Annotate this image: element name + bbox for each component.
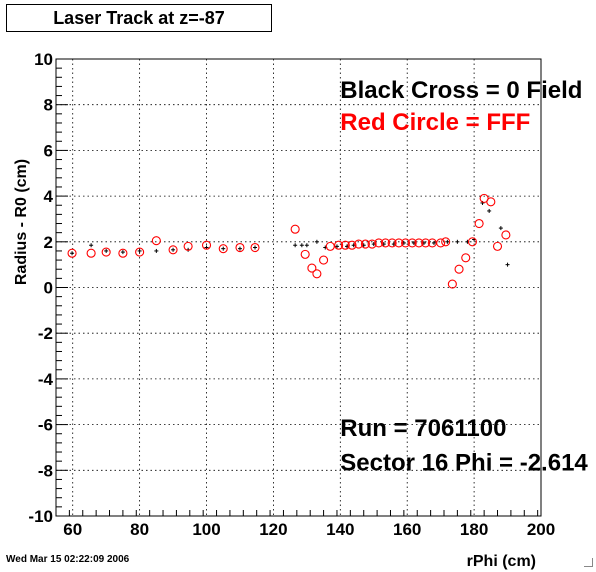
data-markers bbox=[67, 193, 511, 289]
red-circle-point bbox=[400, 238, 411, 248]
x-tick-label: 80 bbox=[130, 520, 149, 539]
y-tick-label: -2 bbox=[38, 324, 53, 343]
annotations: Black Cross = 0 Field Red Circle = FFF Run… bbox=[340, 77, 588, 476]
black-cross-point bbox=[505, 262, 510, 267]
x-tick-label: 200 bbox=[527, 520, 555, 539]
black-cross-point bbox=[334, 244, 339, 249]
red-circle-point bbox=[340, 240, 350, 250]
resize-corner-icon bbox=[584, 558, 593, 567]
black-cross-point bbox=[487, 208, 492, 213]
y-tick-label: 4 bbox=[44, 187, 54, 206]
red-circle-point bbox=[474, 218, 484, 229]
red-circle-point bbox=[467, 237, 477, 247]
red-circle-point bbox=[380, 238, 391, 248]
timestamp: Wed Mar 15 02:22:09 2006 bbox=[6, 554, 130, 565]
black-cross-point bbox=[237, 246, 242, 251]
red-circle-point bbox=[101, 247, 111, 257]
y-tick-label: 10 bbox=[34, 50, 53, 69]
red-circle-point bbox=[168, 245, 178, 255]
black-cross-point bbox=[304, 243, 309, 248]
annotation-text: Red Circle = FFF bbox=[340, 109, 530, 136]
x-axis-label: rPhi (cm) bbox=[467, 553, 536, 570]
black-cross-point bbox=[431, 240, 436, 245]
annotation-text: Black Cross = 0 Field bbox=[340, 77, 582, 104]
red-circle-point bbox=[300, 249, 310, 259]
red-circle-point bbox=[290, 224, 300, 234]
black-cross-point bbox=[253, 245, 258, 250]
red-circle-point bbox=[354, 239, 364, 249]
black-cross-point bbox=[314, 239, 319, 244]
red-circle-point bbox=[367, 239, 377, 249]
red-circle-point bbox=[235, 242, 245, 253]
annotation-text: Run = 7061100 bbox=[340, 415, 506, 442]
y-tick-label: 6 bbox=[44, 141, 53, 160]
x-tick-label: 100 bbox=[192, 520, 220, 539]
annotation-text: Sector 16 Phi = -2.614 bbox=[340, 449, 588, 476]
red-circle-point bbox=[312, 269, 322, 279]
black-cross-point bbox=[299, 243, 304, 248]
black-cross-point bbox=[293, 243, 298, 248]
black-cross-point bbox=[455, 239, 460, 244]
red-circle-point bbox=[394, 238, 404, 248]
red-circle-point bbox=[325, 241, 335, 251]
red-circle-point bbox=[319, 255, 329, 265]
red-circle-point bbox=[86, 248, 96, 258]
red-circle-point bbox=[347, 240, 357, 250]
chart-title: Laser Track at z=-87 bbox=[6, 4, 272, 32]
y-tick-label: 0 bbox=[44, 279, 53, 298]
black-cross-point bbox=[154, 248, 159, 253]
red-circle-point bbox=[307, 263, 317, 273]
black-cross-point bbox=[137, 248, 142, 253]
x-tick-label: 140 bbox=[326, 520, 354, 539]
x-tick-label: 160 bbox=[393, 520, 421, 539]
y-tick-label: -10 bbox=[28, 507, 53, 526]
red-circle-point bbox=[135, 247, 145, 257]
black-cross-point bbox=[445, 239, 450, 244]
black-cross-point bbox=[498, 226, 503, 231]
ticks bbox=[55, 58, 539, 517]
y-tick-label: 2 bbox=[44, 233, 53, 252]
x-tick-label: 60 bbox=[63, 520, 82, 539]
red-circle-point bbox=[151, 236, 161, 246]
red-circle-point bbox=[250, 242, 260, 253]
tick-labels: 60 80 100 120 140 160 180 200 -10 -8 -6 -4 -2 0 2 4 6 8 10 bbox=[28, 50, 555, 539]
y-tick-label: -4 bbox=[38, 370, 54, 389]
red-circle-point bbox=[501, 230, 511, 240]
red-circle-point bbox=[201, 240, 212, 250]
red-circle-point bbox=[414, 238, 424, 248]
red-circle-point bbox=[183, 241, 193, 251]
y-tick-label: 8 bbox=[44, 96, 53, 115]
red-circle-point bbox=[218, 244, 228, 254]
red-circle-point bbox=[441, 237, 451, 247]
red-circle-point bbox=[334, 240, 344, 250]
y-tick-label: -6 bbox=[38, 416, 53, 435]
red-circle-point bbox=[360, 239, 370, 249]
y-tick-label: -8 bbox=[38, 461, 53, 480]
red-circle-point bbox=[486, 197, 496, 207]
y-axis-label: Radius - R0 (cm) bbox=[13, 159, 30, 285]
red-circle-point bbox=[118, 248, 128, 258]
red-circle-point bbox=[387, 238, 397, 248]
x-tick-label: 180 bbox=[460, 520, 488, 539]
black-cross-point bbox=[104, 248, 109, 253]
red-circle-point bbox=[461, 253, 471, 263]
red-circle-point bbox=[374, 238, 384, 248]
red-circle-point bbox=[421, 238, 431, 248]
black-cross-point bbox=[89, 243, 94, 248]
x-tick-label: 120 bbox=[259, 520, 287, 539]
red-circle-point bbox=[407, 238, 417, 248]
red-circle-point bbox=[492, 241, 503, 251]
red-circle-point bbox=[436, 238, 446, 248]
red-circle-point bbox=[454, 264, 464, 274]
black-cross-point bbox=[70, 251, 75, 256]
red-circle-point bbox=[67, 248, 77, 258]
black-cross-point bbox=[171, 247, 176, 252]
black-cross-point bbox=[221, 246, 226, 251]
red-circle-point bbox=[447, 279, 457, 289]
black-cross-point bbox=[120, 250, 125, 255]
